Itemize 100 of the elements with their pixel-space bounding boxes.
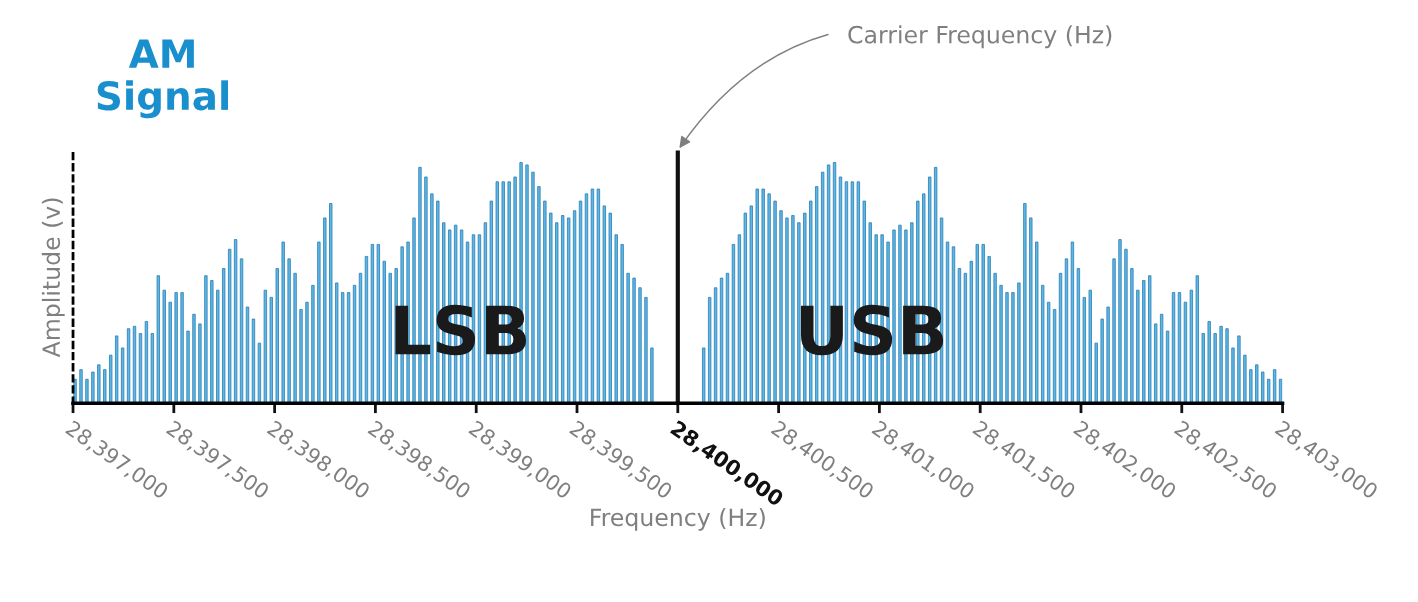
bar: [561, 215, 565, 404]
bar: [1189, 289, 1194, 404]
bar: [335, 282, 339, 404]
bar: [257, 342, 262, 404]
bar: [650, 347, 654, 404]
bar: [963, 272, 968, 404]
bar: [222, 268, 226, 404]
bar: [596, 188, 601, 404]
bar: [115, 335, 119, 404]
bar: [590, 188, 595, 404]
bar: [1124, 248, 1128, 404]
bar: [537, 186, 541, 404]
bar: [797, 222, 801, 404]
bar: [1136, 289, 1140, 404]
bar: [228, 248, 232, 404]
bar: [1249, 369, 1253, 404]
bar: [180, 292, 184, 404]
bar: [566, 217, 571, 404]
bar: [103, 369, 107, 404]
bar: [1118, 239, 1122, 404]
bar: [626, 272, 630, 404]
bar: [761, 188, 765, 404]
bar: [999, 284, 1003, 404]
bar: [370, 243, 375, 404]
bar: [1159, 313, 1164, 404]
bar: [79, 369, 83, 404]
bar: [388, 272, 392, 404]
bar: [1213, 333, 1217, 404]
x-axis-title: Frequency (Hz): [591, 507, 765, 531]
bar: [204, 275, 208, 404]
bar: [1106, 306, 1110, 404]
bar: [719, 277, 724, 404]
bar: [791, 215, 795, 404]
bar: [945, 241, 950, 404]
bar: [773, 200, 777, 404]
bar: [1064, 258, 1069, 404]
bar: [608, 212, 612, 404]
bar: [737, 234, 742, 404]
bar: [584, 193, 589, 404]
bar: [317, 241, 321, 404]
bar: [1041, 284, 1045, 404]
bar: [1267, 378, 1271, 404]
bar: [1237, 335, 1241, 404]
bar: [382, 260, 386, 404]
bar: [269, 296, 273, 404]
bar: [1165, 330, 1170, 404]
bar: [156, 275, 160, 404]
bar: [340, 292, 345, 404]
bar: [293, 272, 297, 404]
bar: [192, 313, 196, 404]
bar: [1261, 371, 1265, 404]
bar: [1088, 289, 1092, 404]
bar: [785, 217, 789, 404]
bar: [993, 272, 997, 404]
bar: [1112, 258, 1116, 404]
bar: [311, 284, 315, 404]
bar: [1255, 364, 1259, 404]
bar: [1225, 328, 1229, 404]
bar: [572, 210, 577, 404]
bar: [951, 246, 956, 404]
bar: [1130, 268, 1134, 404]
bar: [969, 260, 973, 404]
bar: [281, 241, 285, 404]
bar: [168, 301, 172, 404]
bar: [981, 243, 985, 404]
bar: [1207, 321, 1211, 404]
bar: [743, 212, 748, 404]
bar: [1029, 217, 1033, 404]
bar: [198, 323, 202, 404]
bar: [263, 289, 268, 404]
bar: [346, 292, 351, 404]
bar: [578, 200, 583, 404]
bar: [91, 371, 95, 404]
bar: [1082, 296, 1086, 404]
bar: [638, 287, 642, 404]
bar: [749, 205, 753, 404]
chart-title: AM Signal: [97, 39, 229, 119]
bar: [239, 258, 244, 404]
bar: [1035, 241, 1039, 404]
bar: [713, 287, 718, 404]
bar: [1017, 282, 1021, 404]
bar: [109, 354, 113, 404]
bar: [150, 333, 155, 404]
bar: [329, 203, 333, 404]
bar: [1231, 347, 1235, 404]
bar: [251, 318, 256, 404]
bar: [1011, 292, 1015, 404]
bar: [1100, 318, 1104, 404]
bar: [1076, 268, 1081, 404]
bar: [174, 292, 178, 404]
bar: [975, 243, 979, 404]
bar: [287, 258, 291, 404]
bar: [1070, 241, 1075, 404]
bar: [275, 268, 279, 404]
bar: [702, 347, 706, 404]
bar: [779, 210, 783, 404]
bar: [1046, 301, 1051, 404]
bar: [555, 222, 559, 404]
bar: [1201, 333, 1205, 404]
bar: [614, 234, 618, 404]
